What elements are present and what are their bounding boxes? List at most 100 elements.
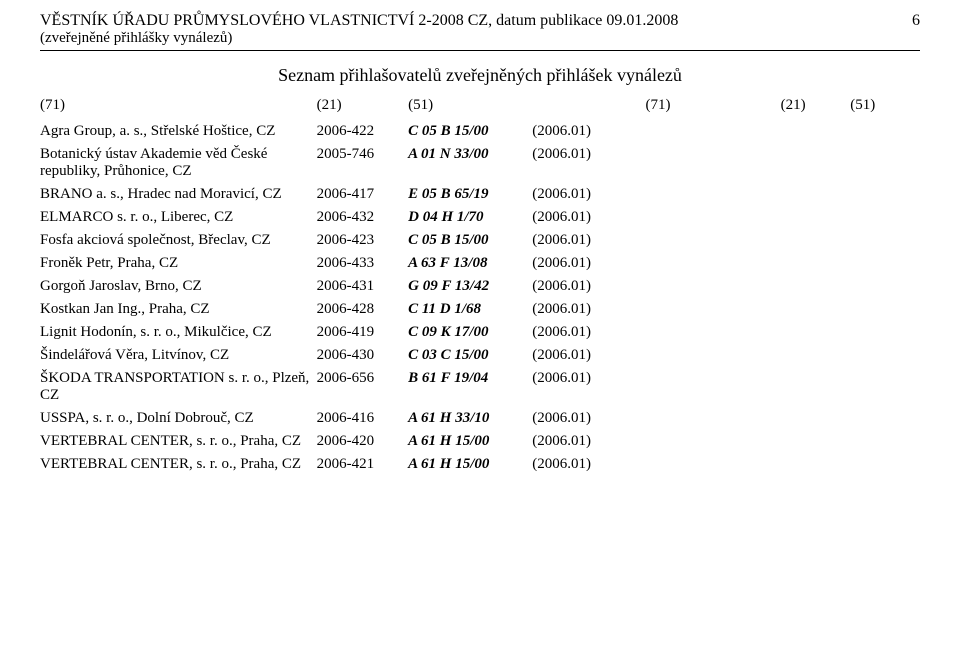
pub-cell: (2006.01) <box>532 407 645 430</box>
class-letter: A <box>408 255 417 271</box>
section-title: Seznam přihlašovatelů zveřejněných přihl… <box>40 65 920 86</box>
table-row: BRANO a. s., Hradec nad Moravicí, CZ2006… <box>40 183 920 206</box>
empty-cell <box>850 229 920 252</box>
class-letter: D <box>408 209 419 225</box>
applicant-cell: Fosfa akciová společnost, Břeclav, CZ <box>40 229 317 252</box>
class-letter: C <box>408 232 418 248</box>
empty-cell <box>646 407 781 430</box>
class-letter: C <box>408 347 418 363</box>
pub-cell: (2006.01) <box>532 321 645 344</box>
table-row: VERTEBRAL CENTER, s. r. o., Praha, CZ200… <box>40 430 920 453</box>
pub-cell: (2006.01) <box>532 206 645 229</box>
empty-cell <box>646 143 781 183</box>
col-header-51: (51) <box>408 94 532 120</box>
class-letter: A <box>408 456 417 472</box>
col-header-21: (21) <box>317 94 408 120</box>
empty-cell <box>646 298 781 321</box>
pub-cell: (2006.01) <box>532 367 645 407</box>
appno-cell: 2006-421 <box>317 453 408 476</box>
empty-cell <box>850 321 920 344</box>
appno-cell: 2006-417 <box>317 183 408 206</box>
class-cell: B 61 F 19/04 <box>408 367 532 407</box>
empty-cell <box>781 321 851 344</box>
appno-cell: 2006-433 <box>317 252 408 275</box>
col-spacer <box>532 94 645 120</box>
class-code: 63 F 13/08 <box>417 255 487 271</box>
pub-cell: (2006.01) <box>532 453 645 476</box>
empty-cell <box>850 407 920 430</box>
class-cell: A 01 N 33/00 <box>408 143 532 183</box>
pub-cell: (2006.01) <box>532 430 645 453</box>
empty-cell <box>781 120 851 143</box>
class-cell: E 05 B 65/19 <box>408 183 532 206</box>
class-letter: B <box>408 370 418 386</box>
appno-cell: 2006-416 <box>317 407 408 430</box>
table-row: Froněk Petr, Praha, CZ2006-433A 63 F 13/… <box>40 252 920 275</box>
table-row: VERTEBRAL CENTER, s. r. o., Praha, CZ200… <box>40 453 920 476</box>
class-code: 05 B 15/00 <box>418 123 488 139</box>
class-code: 61 H 15/00 <box>417 456 489 472</box>
applicant-cell: ŠKODA TRANSPORTATION s. r. o., Plzeň, CZ <box>40 367 317 407</box>
applicant-cell: Botanický ústav Akademie věd České repub… <box>40 143 317 183</box>
pub-cell: (2006.01) <box>532 344 645 367</box>
col-header-71: (71) <box>40 94 317 120</box>
class-letter: A <box>408 433 417 449</box>
table-row: Botanický ústav Akademie věd České repub… <box>40 143 920 183</box>
class-code: 11 D 1/68 <box>418 301 481 317</box>
empty-cell <box>850 453 920 476</box>
empty-cell <box>646 344 781 367</box>
class-cell: A 61 H 15/00 <box>408 430 532 453</box>
table-row: ŠKODA TRANSPORTATION s. r. o., Plzeň, CZ… <box>40 367 920 407</box>
appno-cell: 2006-420 <box>317 430 408 453</box>
applicants-table: (71) (21) (51) (71) (21) (51) Agra Group… <box>40 94 920 476</box>
class-letter: G <box>408 278 419 294</box>
table-row: Lignit Hodonín, s. r. o., Mikulčice, CZ2… <box>40 321 920 344</box>
class-cell: C 03 C 15/00 <box>408 344 532 367</box>
class-letter: E <box>408 186 418 202</box>
appno-cell: 2006-656 <box>317 367 408 407</box>
pub-cell: (2006.01) <box>532 298 645 321</box>
class-code: 05 B 65/19 <box>418 186 488 202</box>
class-letter: C <box>408 301 418 317</box>
empty-cell <box>781 183 851 206</box>
table-row: Agra Group, a. s., Střelské Hoštice, CZ2… <box>40 120 920 143</box>
empty-cell <box>646 252 781 275</box>
empty-cell <box>646 275 781 298</box>
empty-cell <box>781 298 851 321</box>
empty-cell <box>850 252 920 275</box>
empty-cell <box>850 143 920 183</box>
table-row: Fosfa akciová společnost, Břeclav, CZ200… <box>40 229 920 252</box>
appno-cell: 2006-422 <box>317 120 408 143</box>
empty-cell <box>781 275 851 298</box>
class-cell: C 05 B 15/00 <box>408 229 532 252</box>
appno-cell: 2006-428 <box>317 298 408 321</box>
appno-cell: 2006-431 <box>317 275 408 298</box>
empty-cell <box>781 407 851 430</box>
class-code: 04 H 1/70 <box>419 209 484 225</box>
class-letter: A <box>408 146 417 162</box>
table-row: ELMARCO s. r. o., Liberec, CZ2006-432D 0… <box>40 206 920 229</box>
applicant-cell: VERTEBRAL CENTER, s. r. o., Praha, CZ <box>40 453 317 476</box>
empty-cell <box>646 206 781 229</box>
empty-cell <box>781 229 851 252</box>
applicant-cell: Gorgoň Jaroslav, Brno, CZ <box>40 275 317 298</box>
appno-cell: 2006-419 <box>317 321 408 344</box>
table-row: Kostkan Jan Ing., Praha, CZ2006-428C 11 … <box>40 298 920 321</box>
empty-cell <box>850 298 920 321</box>
empty-cell <box>646 183 781 206</box>
class-code: 09 F 13/42 <box>419 278 489 294</box>
empty-cell <box>646 229 781 252</box>
class-cell: G 09 F 13/42 <box>408 275 532 298</box>
empty-cell <box>646 120 781 143</box>
class-code: 03 C 15/00 <box>418 347 488 363</box>
pub-cell: (2006.01) <box>532 229 645 252</box>
empty-cell <box>850 430 920 453</box>
empty-cell <box>850 275 920 298</box>
applicant-cell: VERTEBRAL CENTER, s. r. o., Praha, CZ <box>40 430 317 453</box>
empty-cell <box>781 344 851 367</box>
pub-cell: (2006.01) <box>532 183 645 206</box>
empty-cell <box>850 367 920 407</box>
table-row: Gorgoň Jaroslav, Brno, CZ2006-431G 09 F … <box>40 275 920 298</box>
class-code: 05 B 15/00 <box>418 232 488 248</box>
applicant-cell: Kostkan Jan Ing., Praha, CZ <box>40 298 317 321</box>
